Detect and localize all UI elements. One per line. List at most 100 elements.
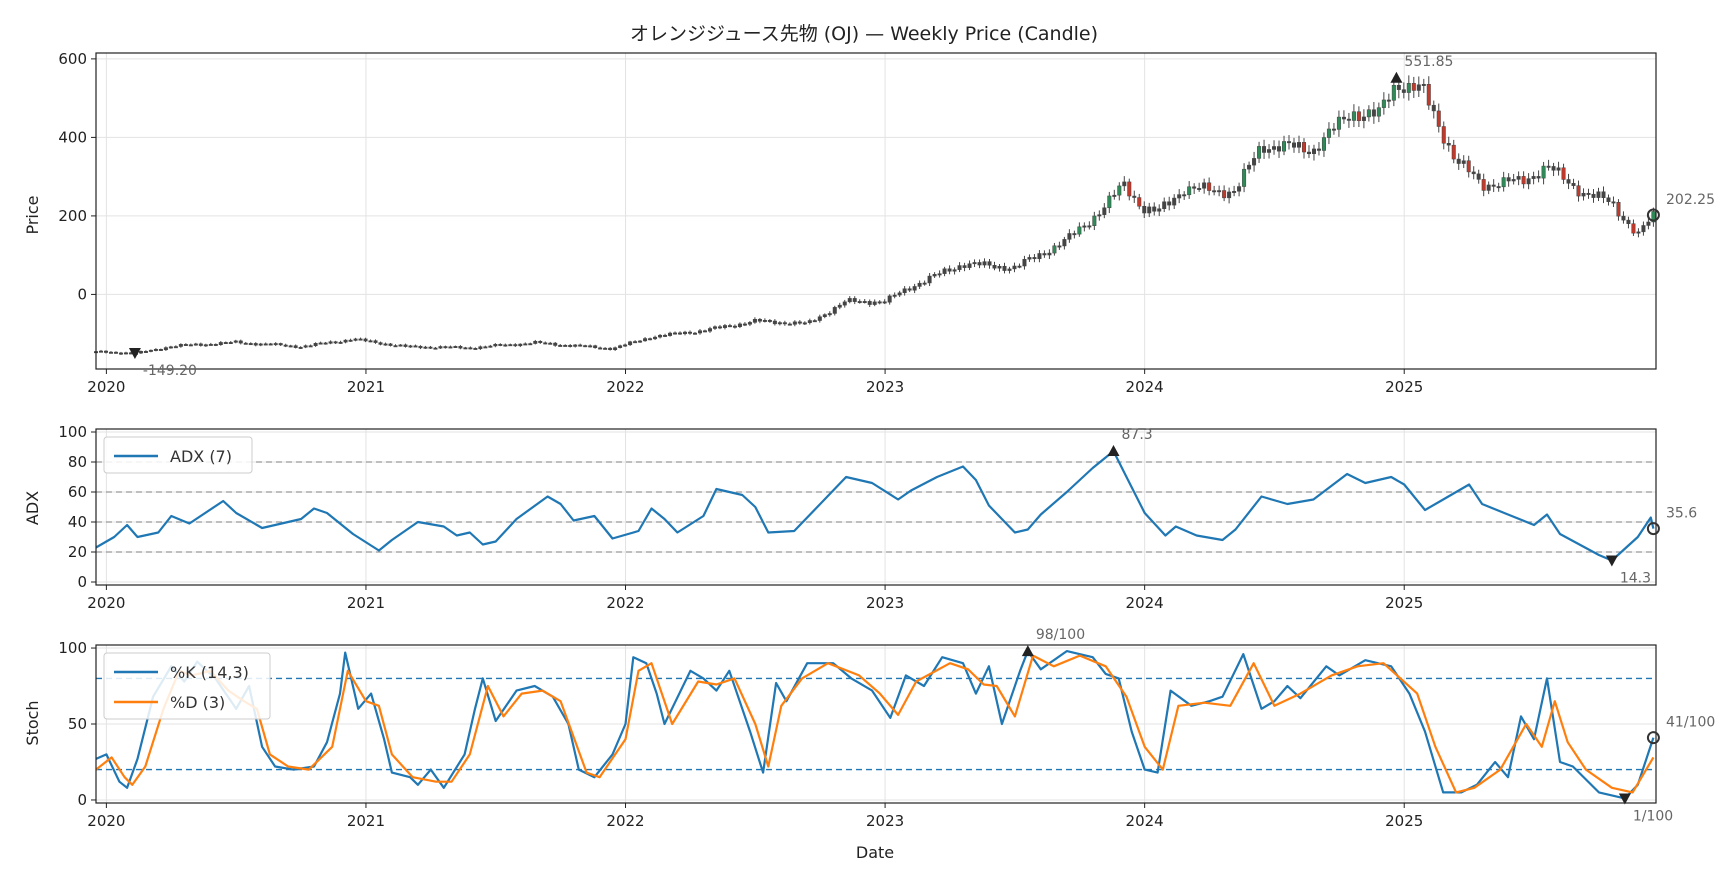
price-candle [1117,185,1122,196]
price-candle [1536,176,1541,179]
price-candle [1431,104,1436,112]
price-candle [303,345,308,348]
price-candle [777,322,782,325]
price-candle [1087,225,1092,228]
price-candle [1361,116,1366,121]
price-candle [1566,179,1571,184]
price-candle [982,261,987,266]
price-candle [363,338,368,342]
price-candle [1296,142,1301,148]
price-candle [1471,171,1476,175]
price-candle [1331,128,1336,131]
price-ytick-label: 200 [58,207,87,225]
price-candle [388,343,393,346]
price-candle [1521,176,1526,185]
price-candle [717,326,722,329]
adx-min-label: 14.3 [1620,571,1651,587]
price-candle [1451,144,1456,160]
price-candle [1212,190,1217,193]
price-candle [1576,185,1581,197]
price-candle [1077,226,1082,235]
price-candle [792,321,797,325]
price-candle [772,320,777,325]
price-candle [458,346,463,349]
price-candle [138,351,143,354]
price-candle [403,344,408,347]
price-candle [1356,111,1361,121]
price-candle [688,331,693,334]
price-candle [862,301,867,303]
price-candle [1421,84,1426,86]
price-candle [1132,195,1137,198]
price-axis-label: Price [23,195,42,234]
price-candle [1172,197,1177,206]
price-candle [543,342,548,345]
stoch-xtick-label: 2021 [347,812,385,830]
price-candle [1411,83,1416,91]
price-xtick-label: 2024 [1126,378,1164,396]
price-candle [1067,233,1072,240]
price-candle [737,323,742,327]
price-candle [1551,166,1556,171]
price-candle [678,332,683,335]
price-candle [822,314,827,317]
adx-min-marker [1605,555,1618,567]
price-candle [98,350,103,353]
price-candle [1007,268,1012,271]
stoch-ytick-label: 50 [68,715,87,733]
price-xtick-label: 2022 [606,378,644,396]
price-candle [857,301,862,304]
price-candle [1336,116,1341,130]
adx-ytick-label: 80 [68,453,87,471]
price-candle [897,292,902,296]
price-candle [757,318,762,322]
price-candle [957,265,962,270]
adx-series-line [95,450,1655,562]
price-candle [1641,225,1646,233]
price-candle [238,340,243,344]
price-candle [1127,181,1132,197]
price-candle [707,328,712,332]
price-candle [243,342,248,345]
price-candle [1346,118,1351,121]
price-candle [1596,191,1601,198]
price-candle [658,334,663,338]
price-min-marker [128,347,141,359]
price-candle [827,313,832,316]
adx-xtick-label: 2023 [866,594,904,612]
price-candle [1631,223,1636,234]
adx-last-marker [1646,522,1660,536]
adx-last-label: 35.6 [1666,506,1697,522]
price-candle [942,268,947,274]
price-candle [937,273,942,276]
stoch-xtick-label: 2023 [866,812,904,830]
price-candle [912,286,917,291]
price-candle [433,347,438,350]
stoch-ytick-label: 100 [58,639,87,657]
price-candle [188,344,193,347]
adx-panel: 0 20 40 60 80 100 2020 2021 2022 2023 2024 2025 87.3… [58,423,1697,612]
price-candle [927,275,932,284]
price-candle [837,304,842,308]
price-candle [398,344,403,347]
price-candle [368,340,373,343]
price-candle [143,351,148,353]
price-candle [722,325,727,328]
stoch-max-marker [1021,645,1034,657]
price-candle [488,345,493,348]
price-candle [228,342,233,345]
stoch-ytick-label: 0 [77,791,87,809]
price-candle [1202,182,1207,189]
price-candle [613,347,618,350]
price-candle [767,319,772,322]
price-candle [533,340,538,344]
price-candle [1541,165,1546,179]
price-candle [1242,168,1247,187]
price-candle [1416,84,1421,91]
adx-max-label: 87.3 [1122,427,1153,443]
price-candle [1237,186,1242,192]
price-candle [253,343,258,346]
stoch-last-label: 41/100 [1666,715,1715,731]
price-candle [1012,265,1017,270]
price-candle [1311,148,1316,155]
